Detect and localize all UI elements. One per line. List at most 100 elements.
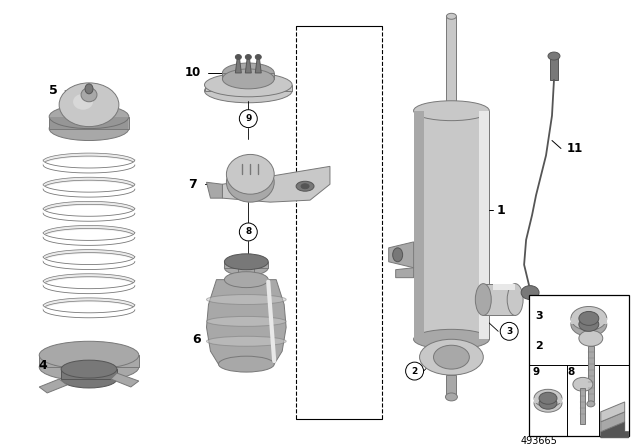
Ellipse shape [573, 377, 593, 391]
Polygon shape [205, 85, 292, 91]
Text: 3: 3 [535, 311, 543, 321]
Polygon shape [225, 262, 268, 268]
Ellipse shape [393, 248, 403, 262]
Bar [529, 294, 628, 435]
Ellipse shape [255, 55, 261, 60]
Ellipse shape [571, 312, 607, 336]
Ellipse shape [85, 84, 93, 94]
Ellipse shape [49, 105, 129, 129]
Ellipse shape [225, 254, 268, 270]
Ellipse shape [207, 294, 286, 305]
Ellipse shape [59, 83, 119, 127]
Ellipse shape [534, 389, 562, 407]
Text: 2: 2 [535, 341, 543, 351]
Ellipse shape [445, 393, 458, 401]
Bar [447, 16, 456, 111]
Polygon shape [39, 355, 139, 367]
Bar [550, 56, 558, 80]
Ellipse shape [447, 13, 456, 19]
Ellipse shape [225, 260, 268, 276]
Circle shape [239, 110, 257, 128]
Ellipse shape [245, 55, 252, 60]
Ellipse shape [548, 52, 560, 60]
Polygon shape [238, 268, 254, 280]
Ellipse shape [218, 356, 274, 372]
Polygon shape [571, 319, 607, 324]
Polygon shape [207, 280, 286, 364]
Bar [580, 388, 586, 424]
Ellipse shape [579, 330, 603, 346]
Ellipse shape [587, 401, 595, 407]
Ellipse shape [223, 63, 274, 83]
Polygon shape [493, 284, 515, 289]
Ellipse shape [205, 79, 292, 103]
Bar [588, 346, 594, 401]
Text: 2: 2 [412, 366, 418, 375]
Ellipse shape [413, 101, 489, 121]
Text: 6: 6 [192, 333, 201, 346]
Polygon shape [61, 369, 117, 379]
Circle shape [239, 223, 257, 241]
Text: 1: 1 [497, 203, 506, 216]
Ellipse shape [81, 88, 97, 102]
Text: 7: 7 [188, 178, 197, 191]
Polygon shape [483, 284, 515, 315]
Polygon shape [413, 111, 424, 339]
Ellipse shape [225, 271, 268, 288]
Text: 4: 4 [39, 358, 47, 372]
Ellipse shape [420, 339, 483, 375]
Polygon shape [223, 73, 274, 79]
Text: 493665: 493665 [520, 435, 557, 446]
Ellipse shape [301, 184, 309, 189]
Ellipse shape [539, 392, 557, 404]
Text: 3: 3 [506, 327, 512, 336]
Ellipse shape [579, 311, 599, 325]
Ellipse shape [236, 55, 241, 60]
Ellipse shape [223, 69, 274, 89]
Ellipse shape [476, 284, 492, 315]
Ellipse shape [61, 370, 117, 388]
Circle shape [406, 362, 424, 380]
Polygon shape [236, 57, 241, 73]
Polygon shape [396, 268, 413, 278]
Ellipse shape [73, 94, 93, 110]
Polygon shape [413, 111, 489, 339]
Text: 10: 10 [184, 66, 201, 79]
Text: 8: 8 [567, 367, 575, 377]
Ellipse shape [507, 284, 523, 315]
Polygon shape [255, 57, 261, 73]
Ellipse shape [39, 353, 139, 381]
Ellipse shape [534, 394, 562, 412]
Ellipse shape [227, 162, 274, 202]
Bar [447, 375, 456, 397]
Ellipse shape [49, 116, 129, 141]
Ellipse shape [571, 306, 607, 330]
Ellipse shape [413, 329, 489, 349]
Polygon shape [207, 182, 223, 198]
Text: 8: 8 [245, 228, 252, 237]
Polygon shape [111, 373, 139, 387]
Polygon shape [388, 242, 413, 268]
Ellipse shape [579, 318, 599, 332]
Polygon shape [601, 412, 625, 432]
Ellipse shape [539, 397, 557, 409]
Polygon shape [39, 379, 67, 393]
Ellipse shape [205, 73, 292, 97]
Circle shape [500, 323, 518, 340]
Ellipse shape [227, 155, 274, 194]
Ellipse shape [433, 345, 469, 369]
Text: 9: 9 [532, 367, 540, 377]
Polygon shape [601, 422, 628, 438]
Polygon shape [223, 166, 330, 202]
Ellipse shape [207, 336, 286, 346]
Text: 11: 11 [567, 142, 583, 155]
Text: 5: 5 [49, 84, 58, 97]
Polygon shape [479, 111, 489, 339]
Ellipse shape [39, 341, 139, 369]
Ellipse shape [207, 316, 286, 326]
Polygon shape [534, 398, 562, 403]
Ellipse shape [521, 286, 539, 300]
Ellipse shape [61, 360, 117, 378]
Text: 9: 9 [245, 114, 252, 123]
Polygon shape [245, 57, 252, 73]
